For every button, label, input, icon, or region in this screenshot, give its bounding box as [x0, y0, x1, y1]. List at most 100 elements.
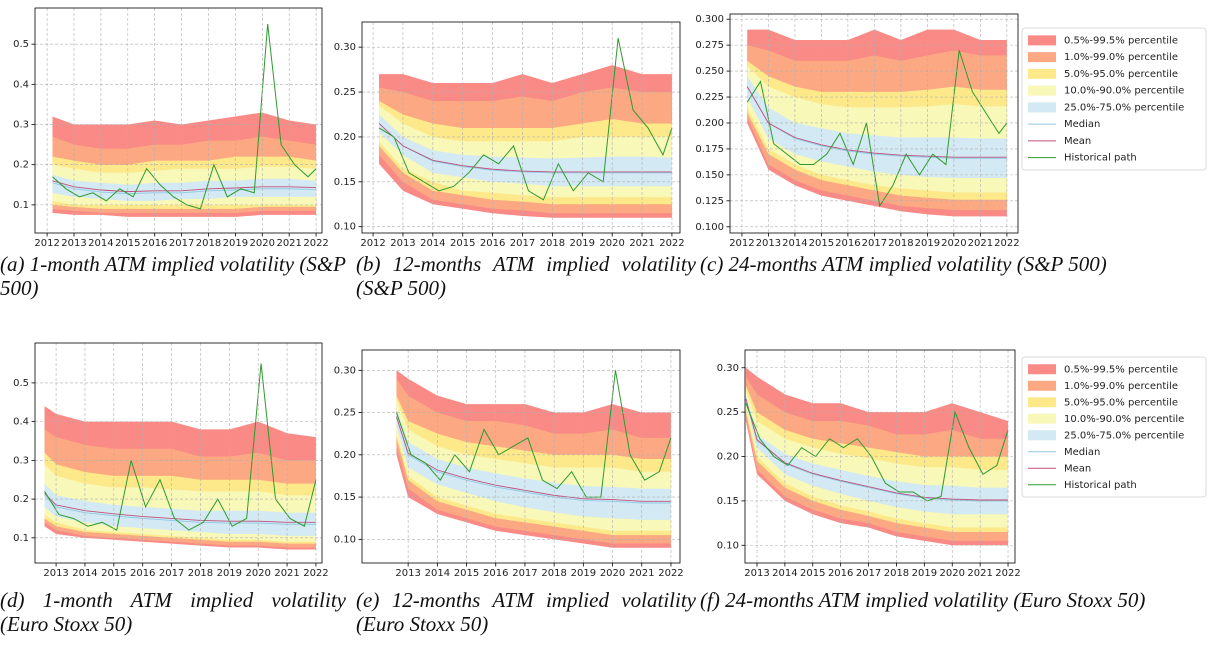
y-tick-label: 0.5	[13, 39, 29, 50]
x-tick-label: 2021	[629, 568, 654, 579]
y-tick-label: 0.20	[334, 132, 356, 143]
x-tick-label: 2020	[941, 238, 966, 249]
y-tick-label: 0.3	[13, 120, 29, 131]
x-tick-label: 2017	[856, 568, 881, 579]
plot-area	[52, 24, 317, 217]
caption: (e) 12-months ATM implied volatility (Eu…	[356, 588, 696, 636]
legend-label: 5.0%-95.0% percentile	[1064, 397, 1178, 408]
plot-area	[378, 38, 673, 218]
percentile-band	[747, 76, 1007, 178]
x-tick-label: 2019	[223, 238, 248, 249]
x-tick-label: 2016	[142, 238, 167, 249]
x-tick-label: 2017	[862, 238, 887, 249]
legend-label: Mean	[1064, 463, 1091, 474]
x-tick-label: 2013	[61, 238, 86, 249]
y-tick-label: 0.30	[334, 365, 356, 376]
y-tick-label: 0.1	[13, 533, 29, 544]
x-tick-label: 2012	[729, 238, 754, 249]
x-tick-label: 2014	[72, 568, 97, 579]
x-tick-label: 2022	[659, 238, 684, 249]
x-tick-label: 2013	[43, 568, 68, 579]
x-tick-label: 2018	[888, 238, 913, 249]
x-tick-label: 2019	[217, 568, 242, 579]
historical-path	[746, 50, 1008, 208]
y-tick-label: 0.2	[13, 494, 29, 505]
x-tick-label: 2014	[420, 238, 445, 249]
legend-swatch	[1028, 68, 1056, 79]
plot-frame	[361, 21, 681, 234]
statistic-line	[52, 182, 317, 195]
caption: (f) 24-months ATM implied volatility (Eu…	[700, 588, 1146, 612]
x-tick-label: 2013	[744, 568, 769, 579]
x-tick-label: 2019	[912, 568, 937, 579]
statistic-line	[378, 123, 672, 173]
x-tick-label: 2017	[512, 568, 537, 579]
legend-swatch	[1028, 413, 1056, 424]
x-tick-label: 2021	[967, 568, 992, 579]
caption: (a) 1-month ATM implied volatility (S&P …	[0, 252, 346, 300]
plot-area	[44, 363, 317, 550]
x-tick-label: 2015	[115, 238, 140, 249]
legend-swatch	[1028, 85, 1056, 96]
percentile-band	[52, 174, 317, 201]
x-tick-label: 2012	[360, 238, 385, 249]
x-tick-label: 2016	[483, 568, 508, 579]
plot-frame	[361, 349, 681, 564]
x-tick-label: 2017	[510, 238, 535, 249]
y-tick-label: 0.3	[13, 455, 29, 466]
legend-label: 0.5%-99.5% percentile	[1064, 364, 1178, 375]
caption: (b) 12-months ATM implied volatility (S&…	[356, 252, 696, 300]
x-tick-label: 2014	[425, 568, 450, 579]
x-tick-label: 2020	[940, 568, 965, 579]
x-tick-label: 2016	[835, 238, 860, 249]
x-tick-label: 2018	[196, 238, 221, 249]
legend-label: Median	[1064, 447, 1100, 458]
legend-label: Mean	[1064, 136, 1091, 147]
x-tick-label: 2020	[600, 568, 625, 579]
legend-label: Median	[1064, 119, 1100, 130]
x-tick-label: 2016	[828, 568, 853, 579]
x-tick-label: 2013	[390, 238, 415, 249]
y-tick-label: 0.30	[334, 42, 356, 53]
caption: (c) 24-months ATM implied volatility (S&…	[700, 252, 1107, 276]
y-tick-label: 0.5	[13, 378, 29, 389]
y-tick-label: 0.4	[13, 417, 29, 428]
legend-label: 10.0%-90.0% percentile	[1064, 86, 1184, 97]
x-tick-label: 2019	[571, 568, 596, 579]
x-tick-label: 2018	[884, 568, 909, 579]
x-tick-label: 2017	[159, 568, 184, 579]
y-tick-label: 0.200	[695, 118, 724, 129]
x-tick-label: 2014	[88, 238, 113, 249]
legend-swatch	[1028, 35, 1056, 46]
y-tick-label: 0.25	[717, 407, 739, 418]
historical-path	[44, 363, 317, 531]
x-tick-label: 2016	[130, 568, 155, 579]
x-tick-label: 2019	[915, 238, 940, 249]
x-tick-label: 2018	[540, 238, 565, 249]
y-tick-label: 0.10	[717, 540, 739, 551]
historical-path	[745, 403, 1009, 502]
statistic-line	[746, 86, 1007, 158]
y-tick-label: 0.15	[717, 496, 739, 507]
y-tick-label: 0.25	[334, 87, 356, 98]
x-tick-label: 2020	[245, 568, 270, 579]
percentile-band	[396, 408, 671, 520]
x-tick-label: 2014	[772, 568, 797, 579]
y-tick-label: 0.15	[334, 492, 356, 503]
y-tick-label: 0.300	[695, 14, 724, 25]
x-tick-label: 2022	[658, 568, 683, 579]
x-tick-label: 2022	[995, 568, 1020, 579]
x-tick-label: 2021	[276, 238, 301, 249]
plot-frame	[729, 13, 1019, 234]
x-tick-label: 2019	[570, 238, 595, 249]
x-tick-label: 2015	[454, 568, 479, 579]
legend-label: 5.0%-95.0% percentile	[1064, 69, 1178, 80]
x-tick-label: 2015	[450, 238, 475, 249]
plot-frame	[34, 342, 323, 564]
plot-area	[395, 370, 672, 548]
x-tick-label: 2012	[34, 238, 59, 249]
x-tick-label: 2013	[756, 238, 781, 249]
x-tick-label: 2014	[782, 238, 807, 249]
